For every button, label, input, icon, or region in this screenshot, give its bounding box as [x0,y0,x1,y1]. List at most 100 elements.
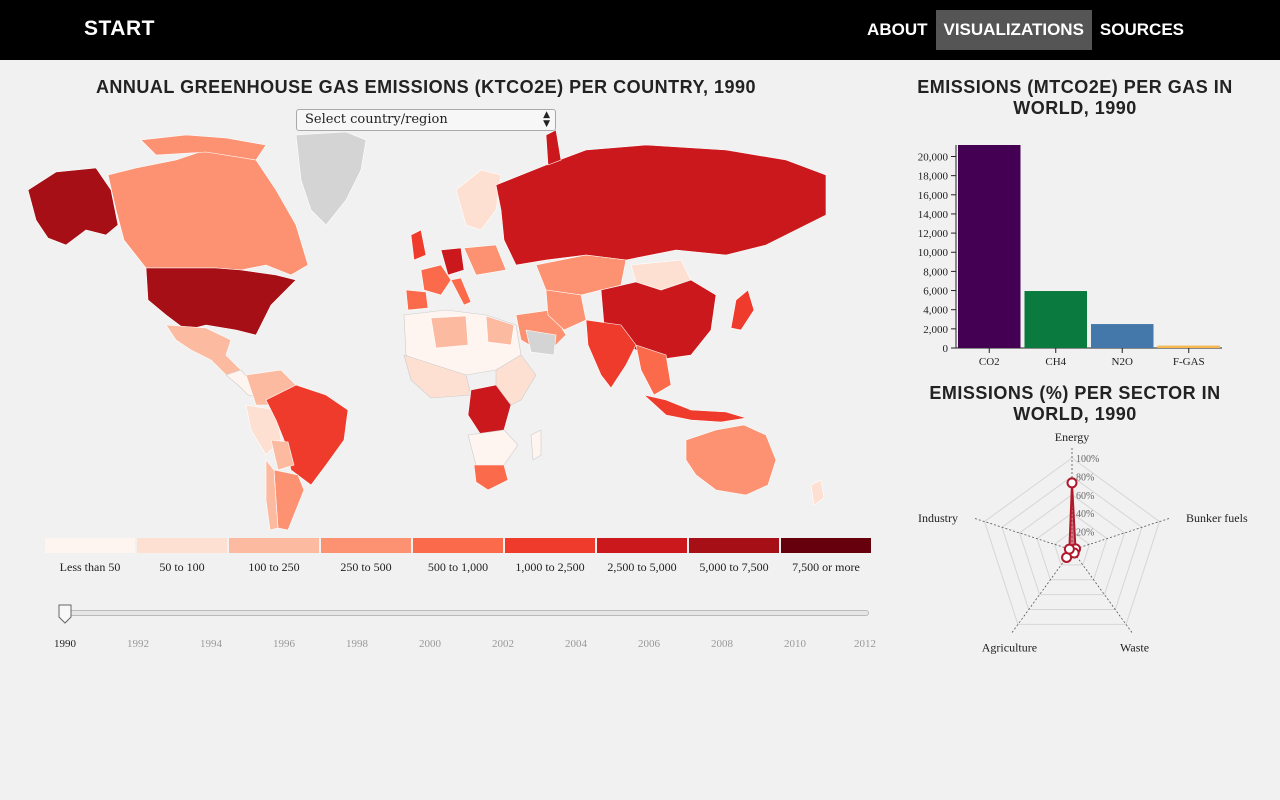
country-scandinavia[interactable] [455,169,502,231]
country-afghanistan[interactable] [525,329,557,356]
year-label-1994[interactable]: 1994 [200,638,222,650]
country-greenland[interactable] [295,131,367,226]
bar-x-tick-label: CH4 [1045,356,1066,368]
map-title: ANNUAL GREENHOUSE GAS EMISSIONS (KTCO2E)… [95,77,757,97]
country-australia[interactable] [685,424,777,496]
country-germany[interactable] [440,247,465,276]
year-label-2000[interactable]: 2000 [419,638,441,650]
nav-about-link[interactable]: ABOUT [867,20,928,39]
country-new-zealand[interactable] [810,479,825,506]
legend-label-3: 250 to 500 [340,560,392,574]
legend-label-0: Less than 50 [59,560,121,574]
legend-swatch-0 [45,538,135,553]
gas-chart-title: EMISSIONS (MTCO2E) PER GAS IN WORLD, 199… [890,77,1260,119]
country-canada[interactable] [107,149,309,276]
slider-handle-icon[interactable] [58,604,72,624]
legend-label-6: 2,500 to 5,000 [607,560,677,574]
country-japan[interactable] [730,289,755,331]
country-russia[interactable] [495,144,827,266]
bar-y-tick-label: 8,000 [923,266,948,278]
country-italy[interactable] [450,277,472,306]
bar-y-tick-label: 18,000 [918,171,949,183]
region-southeast-asia[interactable] [635,344,672,396]
bar-ch4[interactable] [1024,291,1088,348]
country-uk[interactable] [410,229,427,261]
legend-label-8: 7,500 or more [792,560,860,574]
bar-y-tick-label: 6,000 [923,286,948,298]
radar-point-energy[interactable] [1066,477,1078,489]
year-label-2002[interactable]: 2002 [492,638,514,650]
legend-label-4: 500 to 1,000 [427,560,489,574]
bar-y-tick-label: 2,000 [923,324,948,336]
country-poland-ukraine[interactable] [463,244,507,276]
year-label-1996[interactable]: 1996 [273,638,295,650]
radar-spoke [1071,517,1171,551]
country-alaska[interactable] [27,167,119,246]
country-chile[interactable] [265,459,279,531]
year-label-1998[interactable]: 1998 [346,638,368,650]
year-label-2008[interactable]: 2008 [711,638,733,650]
year-label-1990[interactable]: 1990 [54,638,76,650]
legend-label-7: 5,000 to 7,500 [699,560,769,574]
country-russia-north[interactable] [545,130,562,166]
region-west-africa[interactable] [403,354,472,399]
country-iran[interactable] [545,289,587,331]
country-spain[interactable] [405,289,429,311]
bar-y-tick-label: 16,000 [918,190,949,202]
brand-start-link[interactable]: START [84,17,155,40]
country-mexico[interactable] [165,324,242,376]
year-label-1992[interactable]: 1992 [127,638,149,650]
select-value: Select country/region [305,112,448,127]
country-madagascar[interactable] [530,429,542,461]
legend-swatch-4 [413,538,503,553]
country-argentina[interactable] [273,469,305,531]
gas-bar-chart: 0 2,000 4,000 6,000 8,000 10,000 12,000 14,000 1… [918,145,1222,368]
legend-swatch-8 [781,538,871,553]
country-india[interactable] [585,319,637,389]
year-slider[interactable]: 1990 1992 1994 1996 1998 2000 2002 2004 … [45,600,885,655]
radar-grid [973,446,1171,634]
radar-r-tick-label: 20% [1076,528,1094,539]
bar-y-tick-label: 10,000 [918,247,949,259]
top-navbar: START ABOUT VISUALIZATIONS SOURCES [0,0,1280,60]
radar-r-tick-label: 100% [1076,454,1099,465]
country-region-select[interactable]: Select country/region ▲ ▼ [296,109,556,131]
sector-radar-chart: 20% 40% 60% 80% 100% Energy Bunker fuels Waste A… [918,432,1248,654]
slider-track[interactable] [63,610,869,616]
bar-n2o[interactable] [1091,324,1154,348]
nav-visualizations-link[interactable]: VISUALIZATIONS [935,10,1092,50]
bar-f-gas[interactable] [1157,345,1221,348]
country-bolivia[interactable] [270,439,295,471]
region-southern-africa[interactable] [467,429,519,466]
map-legend: Less than 50 50 to 100 100 to 250 250 to… [45,538,871,578]
radar-point-industry[interactable] [1063,543,1075,555]
year-label-2006[interactable]: 2006 [638,638,660,650]
bar-x-tick-label: CO2 [979,356,1000,368]
bar-y-tick-label: 14,000 [918,209,949,221]
year-label-2012[interactable]: 2012 [854,638,876,650]
select-arrows-icon: ▲ ▼ [543,110,550,129]
radar-r-tick-label: 40% [1076,509,1094,520]
radar-axis-label-waste: Waste [1120,640,1149,654]
year-label-2004[interactable]: 2004 [565,638,587,650]
country-france[interactable] [420,264,452,296]
radar-axis-label-bunker-fuels: Bunker fuels [1186,511,1248,525]
bar-x-tick-label: N2O [1112,356,1133,368]
world-choropleth-map[interactable] [26,130,827,532]
country-canada-islands[interactable] [140,134,267,161]
country-south-africa[interactable] [473,464,509,491]
nav-sources-link[interactable]: SOURCES [1099,20,1184,39]
radar-spoke [1071,549,1133,634]
legend-label-5: 1,000 to 2,500 [515,560,585,574]
bar-co2[interactable] [958,145,1021,348]
country-egypt[interactable] [485,315,515,346]
country-brazil[interactable] [265,384,349,486]
legend-swatch-6 [597,538,687,553]
country-usa[interactable] [145,267,297,336]
country-indonesia[interactable] [642,394,747,423]
region-east-africa[interactable] [495,354,537,406]
legend-swatch-7 [689,538,779,553]
country-algeria[interactable] [430,315,469,349]
year-label-2010[interactable]: 2010 [784,638,806,650]
sector-chart-title: EMISSIONS (%) PER SECTOR IN WORLD, 1990 [890,383,1260,425]
